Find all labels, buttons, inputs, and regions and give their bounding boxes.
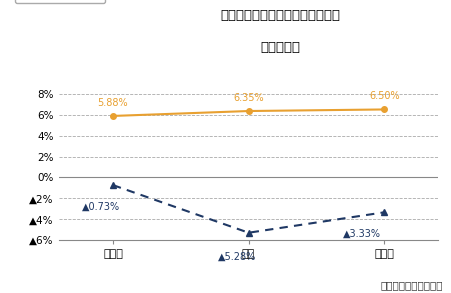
Text: ▲5.28%: ▲5.28% [217, 252, 256, 262]
Text: 5.88%: 5.88% [97, 98, 128, 108]
Text: 東京商工リサーチ調べ: 東京商工リサーチ調べ [380, 280, 442, 290]
Legend: 生存企業, 倒産企業: 生存企業, 倒産企業 [15, 0, 105, 4]
Text: 倒産・生存企業　財務データ比較: 倒産・生存企業 財務データ比較 [220, 9, 340, 22]
Text: ▲3.33%: ▲3.33% [342, 229, 380, 239]
Text: 経常利益率: 経常利益率 [260, 41, 299, 54]
Text: ▲0.73%: ▲0.73% [82, 202, 120, 212]
Text: 6.35%: 6.35% [233, 93, 263, 103]
Text: 6.50%: 6.50% [368, 91, 399, 101]
